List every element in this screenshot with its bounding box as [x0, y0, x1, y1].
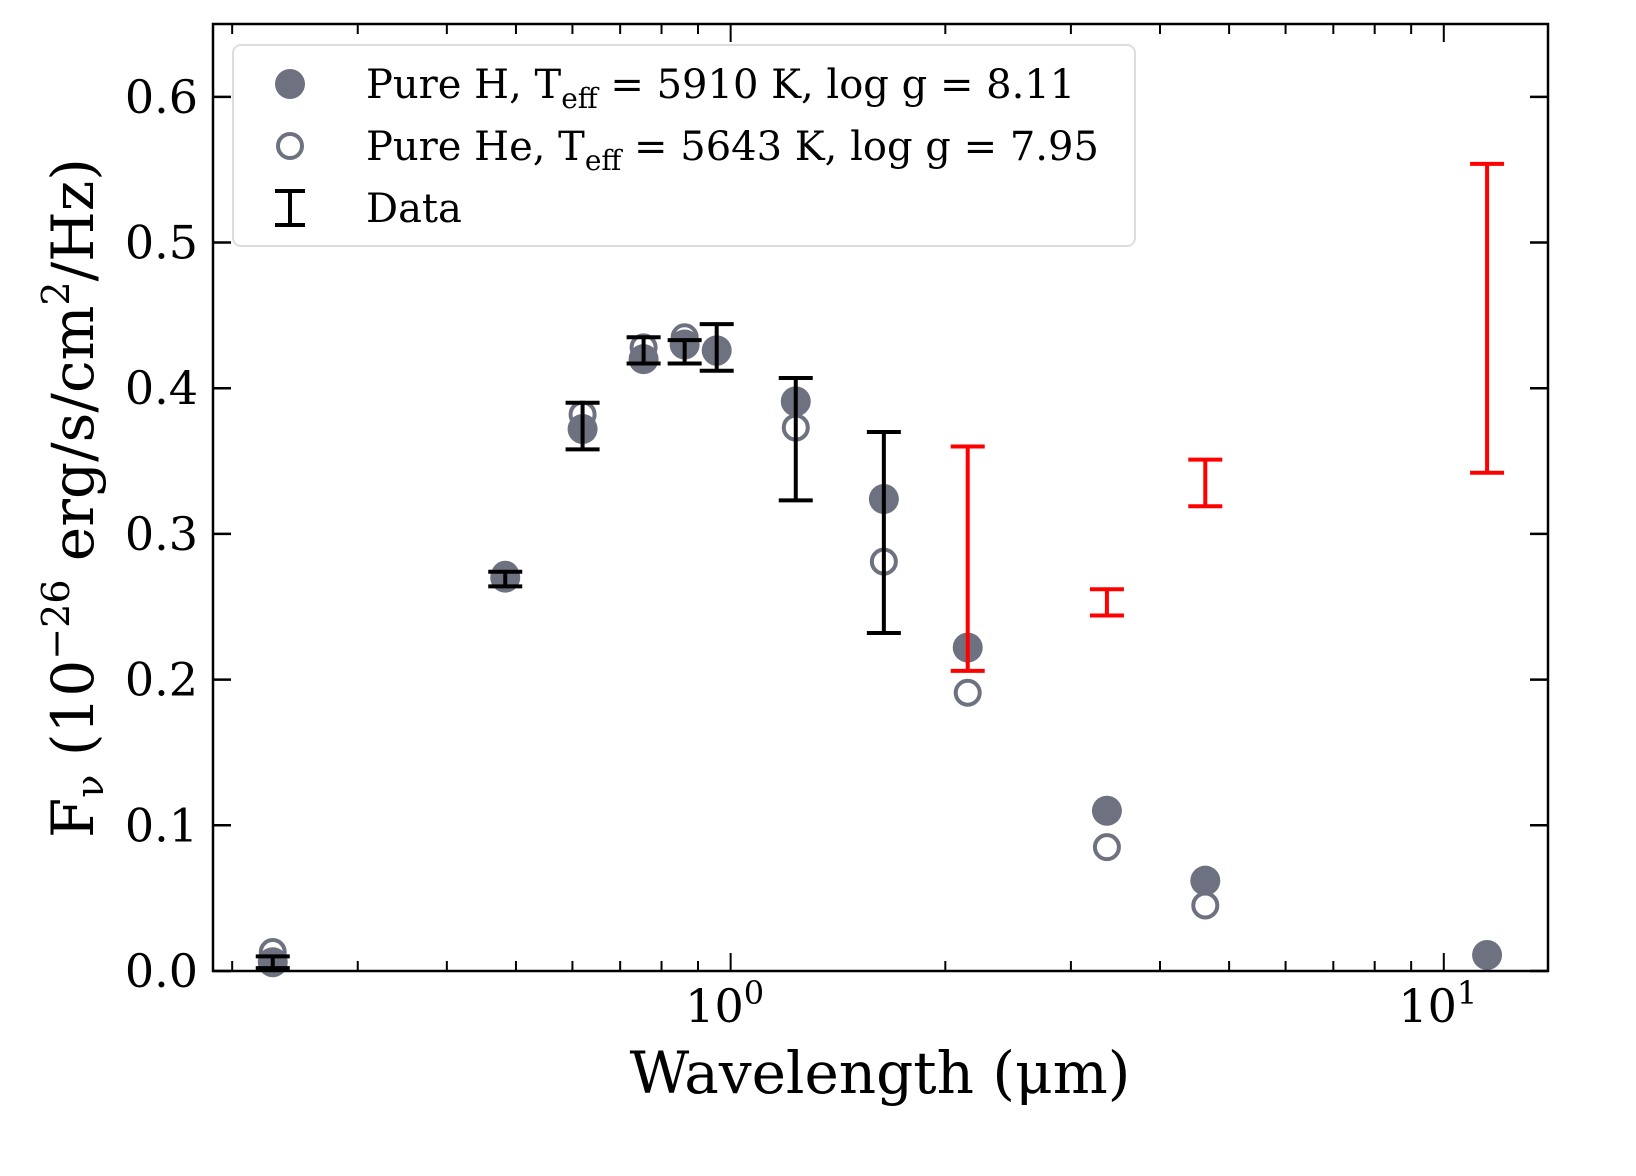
x-tick-label: 101	[1398, 974, 1477, 1033]
legend-errorbar-icon	[275, 189, 305, 227]
pure-h-point	[1190, 865, 1221, 896]
data-errorbar	[255, 954, 290, 971]
y-tick-label: 0.5	[125, 216, 198, 270]
y-tick-label: 0.4	[125, 361, 198, 415]
x-tick-label: 100	[685, 974, 764, 1033]
pure-he-point	[953, 678, 982, 707]
data-errorbar	[565, 400, 600, 452]
legend-label: Pure H, Teff = 5910 K, log g = 8.11	[366, 62, 1075, 115]
data-errorbar	[667, 338, 702, 366]
x-axis-label: Wavelength (μm)	[630, 1039, 1131, 1107]
data-errorbar	[778, 376, 813, 503]
y-tick-label: 0.2	[125, 653, 198, 707]
legend: Pure H, Teff = 5910 K, log g = 8.11 Pure …	[232, 44, 1136, 247]
legend-open-circle-icon	[276, 132, 304, 160]
data-errorbar	[950, 444, 985, 673]
data-errorbar	[866, 429, 901, 635]
pure-h-point	[1091, 795, 1122, 826]
pure-he-point	[1191, 891, 1220, 920]
pure-h-point	[1472, 939, 1503, 970]
legend-filled-circle-icon	[275, 69, 305, 99]
legend-label: Pure He, Teff = 5643 K, log g = 7.95	[366, 124, 1099, 177]
legend-label: Data	[366, 186, 462, 232]
y-tick-label: 0.6	[125, 70, 198, 124]
y-tick-label: 0.1	[125, 798, 198, 852]
y-tick-label: 0.0	[125, 944, 198, 998]
data-errorbar	[1470, 161, 1505, 475]
data-errorbar	[626, 335, 661, 366]
data-errorbar	[488, 569, 523, 589]
data-errorbar	[699, 322, 734, 373]
pure-he-point	[1092, 833, 1121, 862]
data-errorbar	[1188, 457, 1223, 509]
y-axis-label: Fν (10−26 erg/s/cm2/Hz)	[34, 158, 112, 838]
plot-frame	[211, 22, 1550, 973]
data-errorbar	[1089, 587, 1124, 618]
legend-box	[232, 44, 1136, 247]
y-tick-label: 0.3	[125, 507, 198, 561]
